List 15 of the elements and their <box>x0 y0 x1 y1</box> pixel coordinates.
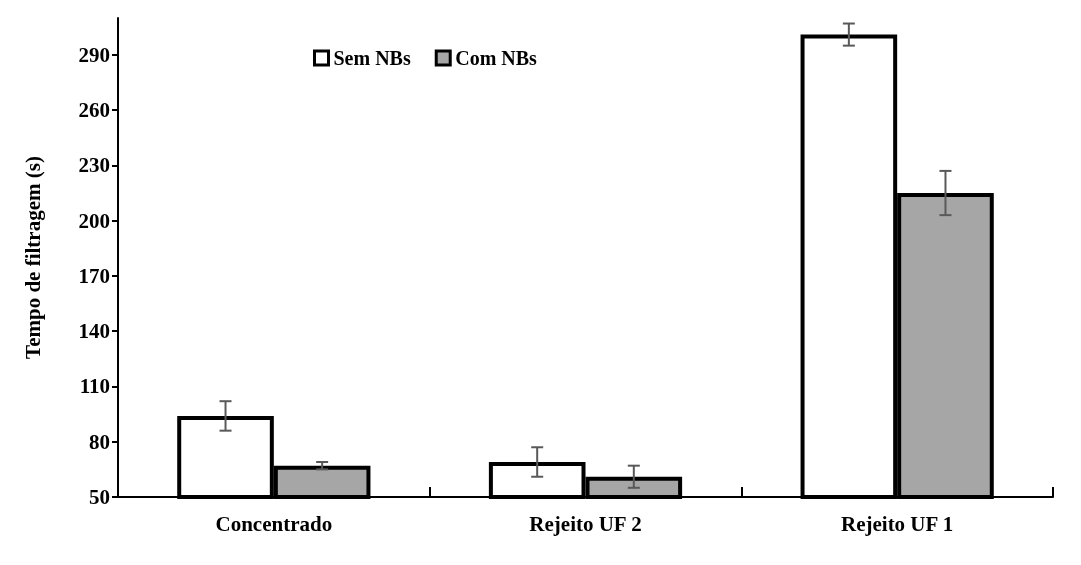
y-tick-label: 80 <box>89 429 110 454</box>
x-tick-label: Concentrado <box>215 511 333 536</box>
y-axis-title: Tempo de filtragem (s) <box>20 156 45 359</box>
x-tick-label: Rejeito UF 2 <box>529 511 642 536</box>
y-tick-label: 290 <box>78 42 110 67</box>
legend-label: Sem NBs <box>333 47 411 69</box>
y-tick-label: 200 <box>78 208 110 233</box>
y-tick-label: 260 <box>78 98 110 123</box>
y-tick-label: 110 <box>79 374 110 399</box>
y-tick-label: 170 <box>78 263 110 288</box>
y-tick-label: 140 <box>78 319 110 344</box>
y-tick-label: 230 <box>78 153 110 178</box>
y-tick-label: 50 <box>89 485 110 509</box>
legend-label: Com NBs <box>455 47 538 69</box>
x-tick-label: Rejeito UF 1 <box>840 511 954 536</box>
